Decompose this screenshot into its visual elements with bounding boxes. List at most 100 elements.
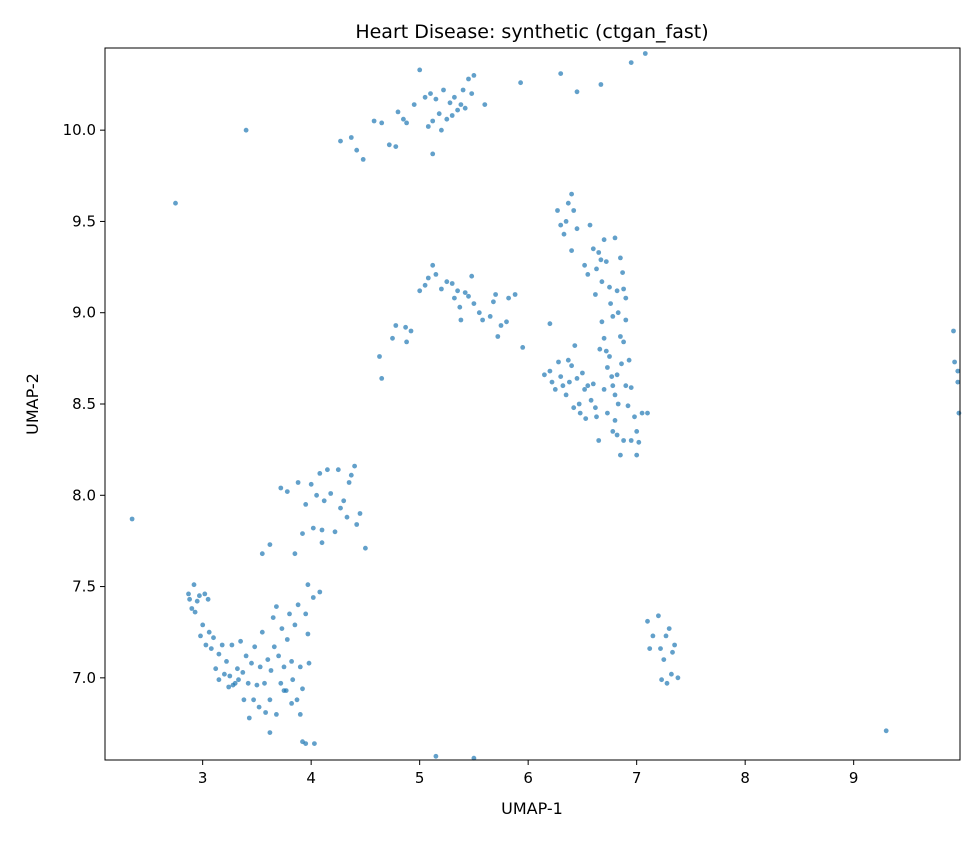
data-point — [634, 429, 640, 434]
data-point — [558, 71, 564, 76]
data-point — [599, 279, 605, 285]
data-point — [506, 295, 511, 301]
data-point — [276, 653, 281, 659]
data-point — [433, 272, 439, 277]
data-point — [623, 317, 629, 323]
data-point — [639, 410, 645, 416]
data-point — [303, 502, 309, 507]
data-point — [352, 463, 357, 469]
chart-title: Heart Disease: synthetic (ctgan_fast) — [355, 21, 708, 43]
data-point — [590, 381, 596, 387]
data-point — [547, 368, 553, 374]
data-point — [319, 527, 325, 533]
data-point — [504, 319, 509, 325]
data-point — [360, 157, 366, 162]
data-point — [395, 109, 401, 115]
data-point — [449, 113, 455, 118]
data-point — [213, 666, 219, 672]
data-point — [354, 522, 360, 527]
data-point — [202, 591, 208, 597]
data-point — [393, 323, 399, 328]
data-point — [520, 345, 526, 350]
data-point — [650, 633, 656, 639]
y-axis-label: UMAP-2 — [23, 373, 42, 435]
data-point — [645, 410, 650, 416]
data-point — [186, 591, 191, 597]
data-point — [281, 688, 287, 693]
data-point — [263, 710, 268, 715]
data-point — [379, 120, 385, 126]
data-point — [466, 293, 471, 299]
data-point — [305, 582, 311, 588]
data-point — [297, 664, 303, 670]
y-tick-label: 10.0 — [63, 121, 96, 139]
data-point — [236, 677, 241, 683]
data-point — [401, 116, 406, 122]
data-point — [556, 359, 561, 365]
data-point — [471, 755, 477, 761]
data-point — [404, 120, 409, 126]
data-point — [206, 629, 212, 635]
data-point — [663, 633, 669, 639]
data-point — [245, 680, 251, 686]
data-point — [232, 680, 238, 686]
data-point — [955, 368, 961, 374]
data-point — [555, 208, 560, 213]
data-point — [598, 257, 604, 263]
data-point — [634, 452, 640, 458]
data-point — [433, 753, 439, 759]
data-point — [567, 379, 572, 385]
data-point — [632, 414, 637, 420]
data-point — [669, 671, 674, 677]
data-point — [956, 410, 962, 416]
data-point — [542, 372, 547, 378]
data-point — [601, 387, 607, 392]
x-tick-label: 8 — [740, 769, 750, 787]
data-point — [462, 105, 468, 111]
data-point — [338, 138, 343, 144]
data-point — [603, 348, 609, 354]
data-point — [594, 414, 599, 420]
data-point — [661, 657, 667, 662]
data-point — [670, 649, 675, 655]
data-point — [252, 644, 258, 650]
data-point — [610, 314, 616, 319]
data-point — [348, 472, 354, 478]
data-point — [189, 606, 195, 611]
data-point — [585, 383, 591, 389]
y-tick-label: 9.0 — [72, 304, 96, 322]
data-point — [227, 673, 233, 679]
data-point — [561, 231, 567, 237]
data-point — [498, 323, 504, 328]
data-point — [303, 741, 309, 746]
data-point — [612, 235, 618, 241]
data-point — [393, 144, 399, 150]
data-point — [187, 596, 193, 602]
data-point — [621, 286, 626, 292]
data-point — [254, 682, 260, 688]
x-tick-label: 4 — [306, 769, 316, 787]
data-point — [460, 87, 466, 93]
data-point — [552, 387, 558, 392]
data-point — [198, 633, 203, 639]
data-point — [256, 704, 262, 710]
data-point — [480, 317, 485, 323]
data-point — [278, 485, 284, 491]
data-point — [577, 410, 583, 416]
data-point — [267, 730, 273, 735]
data-point — [290, 677, 296, 683]
data-point — [574, 89, 580, 95]
data-point — [219, 642, 225, 648]
data-point — [955, 379, 961, 385]
data-point — [585, 272, 591, 277]
data-point — [243, 653, 249, 659]
data-point — [205, 596, 211, 602]
data-point — [281, 664, 287, 670]
data-point — [417, 288, 423, 294]
data-point — [295, 480, 301, 485]
data-point — [267, 697, 273, 703]
data-point — [425, 275, 431, 281]
data-point — [618, 452, 623, 458]
y-tick-label: 9.5 — [72, 212, 96, 230]
data-point — [357, 511, 363, 516]
